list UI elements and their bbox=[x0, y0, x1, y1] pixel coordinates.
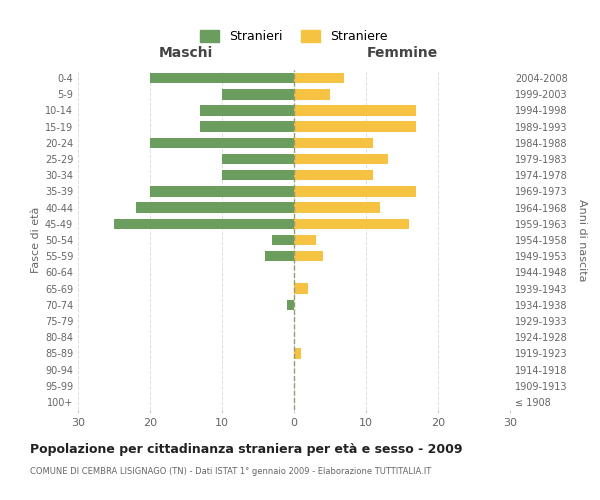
Bar bbox=[294, 89, 330, 100]
Bar bbox=[150, 138, 294, 148]
Bar bbox=[265, 251, 294, 262]
Bar bbox=[222, 154, 294, 164]
Bar bbox=[136, 202, 294, 213]
Bar bbox=[272, 234, 294, 246]
Bar bbox=[294, 202, 380, 213]
Bar bbox=[294, 154, 388, 164]
Bar bbox=[294, 138, 373, 148]
Text: COMUNE DI CEMBRA LISIGNAGO (TN) - Dati ISTAT 1° gennaio 2009 - Elaborazione TUTT: COMUNE DI CEMBRA LISIGNAGO (TN) - Dati I… bbox=[30, 468, 431, 476]
Bar bbox=[294, 251, 323, 262]
Bar bbox=[114, 218, 294, 229]
Bar bbox=[150, 73, 294, 84]
Bar bbox=[294, 348, 301, 358]
Text: Maschi: Maschi bbox=[159, 46, 213, 60]
Bar bbox=[294, 218, 409, 229]
Bar bbox=[294, 105, 416, 116]
Bar bbox=[294, 122, 416, 132]
Bar bbox=[294, 234, 316, 246]
Bar bbox=[287, 300, 294, 310]
Bar bbox=[294, 170, 373, 180]
Bar bbox=[222, 170, 294, 180]
Legend: Stranieri, Straniere: Stranieri, Straniere bbox=[196, 25, 392, 48]
Y-axis label: Anni di nascita: Anni di nascita bbox=[577, 198, 587, 281]
Bar bbox=[294, 284, 308, 294]
Bar bbox=[222, 89, 294, 100]
Bar bbox=[200, 122, 294, 132]
Bar bbox=[150, 186, 294, 196]
Text: Femmine: Femmine bbox=[367, 46, 437, 60]
Text: Popolazione per cittadinanza straniera per età e sesso - 2009: Popolazione per cittadinanza straniera p… bbox=[30, 442, 463, 456]
Bar bbox=[200, 105, 294, 116]
Bar bbox=[294, 73, 344, 84]
Y-axis label: Fasce di età: Fasce di età bbox=[31, 207, 41, 273]
Bar bbox=[294, 186, 416, 196]
